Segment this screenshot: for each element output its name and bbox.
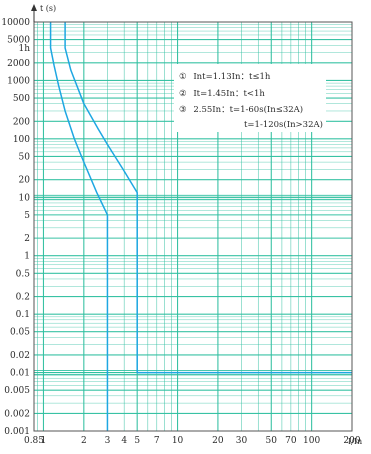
y-tick-label-0: 10000 xyxy=(1,18,30,28)
y-tick-label-10: 10 xyxy=(19,193,31,203)
x-tick-label-11: 70 xyxy=(285,436,297,446)
y-tick-label-3: 2000 xyxy=(7,59,30,69)
y-tick-label-20: 0.005 xyxy=(4,386,30,396)
y-tick-label-14: 0.5 xyxy=(16,269,31,279)
grid-lines xyxy=(34,22,352,431)
legend-text-1: Int=1.13In：t≤1h xyxy=(193,72,271,82)
y-tick-label-6: 200 xyxy=(13,117,30,127)
y-tick-label-11: 5 xyxy=(24,211,30,221)
legend-box: ① Int=1.13In：t≤1h ② It=1.45In：t<1h ③ 2.5… xyxy=(174,64,326,132)
y-tick-label-2: 1h xyxy=(18,44,30,54)
x-tick-label-6: 7 xyxy=(154,436,160,446)
y-tick-label-22: 0.001 xyxy=(4,427,30,437)
y-tick-label-4: 1000 xyxy=(7,76,30,86)
y-tick-label-16: 0.1 xyxy=(16,310,30,320)
x-axis-label: I/In xyxy=(348,437,362,446)
legend-item-1: ① Int=1.13In：t≤1h xyxy=(179,72,271,82)
y-tick-label-17: 0.05 xyxy=(10,328,30,338)
legend-text-3: 2.55In：t=1-60s(In≤32A) xyxy=(193,104,303,115)
y-tick-label-13: 1 xyxy=(24,252,30,262)
y-tick-label-15: 0.2 xyxy=(16,293,30,303)
y-tick-label-21: 0.002 xyxy=(4,409,30,419)
x-tick-label-7: 10 xyxy=(172,436,184,446)
trip-curve-2 xyxy=(64,22,352,374)
x-tick-label-2: 2 xyxy=(81,436,87,446)
y-tick-label-7: 100 xyxy=(13,135,30,145)
y-tick-label-5: 500 xyxy=(13,94,30,104)
y-tick-label-12: 2 xyxy=(24,234,30,244)
legend-text-2: It=1.45In：t<1h xyxy=(193,89,265,99)
x-tick-label-1: 1 xyxy=(41,436,47,446)
x-tick-label-5: 5 xyxy=(134,436,140,446)
plot-frame xyxy=(33,21,353,432)
x-tick-label-9: 30 xyxy=(236,436,248,446)
y-tick-label-8: 50 xyxy=(19,152,31,162)
x-tick-label-10: 50 xyxy=(266,436,278,446)
legend-item-2: ② It=1.45In：t<1h xyxy=(179,89,265,99)
legend-marker-1: ① xyxy=(179,72,187,82)
x-tick-labels: 0.851 2 3 4 5 7 10 20 30 50 70 100 200 xyxy=(24,436,361,446)
legend-background xyxy=(174,64,326,132)
x-tick-label-8: 20 xyxy=(212,436,224,446)
y-axis-arrow-head xyxy=(31,4,37,11)
x-tick-label-0: 0.85 xyxy=(24,436,44,446)
y-axis-label: t (s) xyxy=(40,4,56,13)
x-tick-label-12: 100 xyxy=(303,436,320,446)
legend-marker-3: ③ xyxy=(179,105,187,115)
trip-curve-1 xyxy=(49,22,109,431)
y-tick-label-9: 20 xyxy=(19,176,31,186)
legend-marker-2: ② xyxy=(179,89,187,99)
y-tick-label-1: 5000 xyxy=(7,36,30,46)
x-tick-label-13: 200 xyxy=(343,436,360,446)
trip-curves xyxy=(49,22,352,431)
x-tick-label-3: 3 xyxy=(105,436,111,446)
legend-item-3: ③ 2.55In：t=1-60s(In≤32A) xyxy=(179,104,303,115)
y-tick-label-19: 0.01 xyxy=(10,369,30,379)
legend-item-4: t=1-120s(In>32A) xyxy=(244,119,323,130)
y-tick-label-18: 0.02 xyxy=(10,351,30,361)
x-tick-label-4: 4 xyxy=(121,436,127,446)
